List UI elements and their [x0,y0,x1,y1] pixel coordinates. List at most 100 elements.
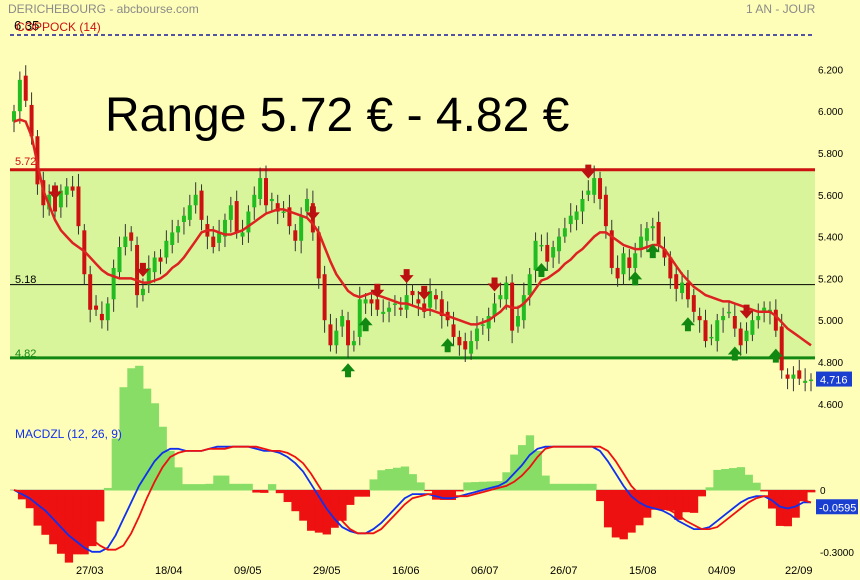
macd-histogram-bar [158,426,167,491]
candle [181,215,186,222]
pivot-label: 5.18 [15,274,37,286]
moving-average-line [13,118,812,347]
candle [363,299,368,304]
x-tick-label: 06/07 [471,565,499,577]
macd-histogram-bar [205,483,214,491]
candle [263,178,268,206]
candle [158,257,163,262]
candle [463,341,468,350]
macd-histogram-bar [439,490,449,500]
macd-histogram-bar [72,490,81,555]
candle [738,328,743,346]
macd-histogram-bar [142,388,152,491]
candle [410,290,415,296]
candle [398,307,403,310]
macd-histogram-bar [564,483,574,491]
candle [504,282,509,300]
candle [269,198,274,202]
candle [732,316,737,329]
candle [217,232,222,243]
candle [557,236,562,252]
macd-line [13,445,811,553]
macd-histogram-bar [635,490,644,526]
macd-histogram-bar [41,490,50,535]
macd-panel: 0 -0.3000 -0.0595 27/03 18/04 09/05 29/05 16/06… [10,365,858,577]
candle [703,320,708,342]
macd-histogram-bar [111,438,120,491]
candle [375,299,380,310]
price-indicator-label: COPPOCK (14) [16,20,101,34]
macd-histogram-bar [768,490,777,509]
candle [322,274,327,321]
macd-histogram-bar [307,490,316,531]
candle [598,178,603,199]
macd-histogram-bar [119,387,128,491]
macd-histogram-bar [517,445,527,491]
macd-histogram-bar [392,467,402,491]
x-tick-label: 29/05 [313,565,341,577]
candle [791,374,796,379]
macd-histogram-bar [197,484,206,491]
candle [656,221,661,245]
macd-histogram-bar [721,468,730,491]
price-tick-label: 4.800 [818,358,843,369]
candle [609,230,614,268]
macd-tick-label: -0.3000 [820,548,854,559]
candle [281,211,286,214]
macd-last-badge [816,499,858,515]
candle [316,232,321,279]
buy-arrow [534,262,549,277]
macd-histogram-bar [252,490,261,493]
candle [357,299,362,337]
candle [123,236,128,248]
price-tick-label: 5.400 [818,233,843,244]
sell-arrow [581,164,596,179]
macd-histogram-bar [689,490,699,513]
candle [146,267,151,285]
range-annotation: Range 5.72 € - 4.82 € [105,89,570,142]
x-tick-label: 09/05 [234,565,262,577]
candle [750,320,755,335]
candle [387,307,392,312]
candle [674,274,679,289]
last-price-value: 4.716 [820,375,848,387]
price-tick-label: 5.200 [818,274,843,285]
macd-histogram-bar [775,490,785,526]
macd-histogram-bar [400,466,410,491]
candle [521,295,526,321]
sell-arrow [399,269,414,284]
macd-histogram-bar [424,490,433,492]
price-tick-label: 5.600 [818,191,843,202]
candle [346,320,351,346]
macd-histogram-bar [799,490,808,501]
candle [199,190,204,220]
macd-histogram-bar [760,490,769,492]
macd-histogram-bar [447,490,456,500]
macd-histogram-bar [416,482,425,491]
candle [170,232,175,245]
macd-histogram-bar [627,490,636,533]
candle [574,211,579,220]
buy-arrow [645,244,660,259]
candle [334,330,339,346]
candle [340,316,345,327]
sell-arrow [370,283,385,298]
candle [474,328,479,342]
candle [715,320,720,342]
candle [691,295,696,312]
candle [568,215,573,225]
macd-histogram-bar [314,490,324,533]
candle [275,203,280,212]
macd-histogram-bar [174,467,183,491]
candle [369,299,374,304]
candle [603,194,608,227]
candle [809,379,813,382]
candle [533,240,538,271]
candle [498,295,503,300]
macd-histogram-bar [49,490,58,545]
macd-histogram-bar [213,475,222,491]
candle [351,341,356,346]
candle [726,311,731,314]
price-tick-label: 5.000 [818,316,843,327]
macd-histogram-bar [88,490,97,547]
